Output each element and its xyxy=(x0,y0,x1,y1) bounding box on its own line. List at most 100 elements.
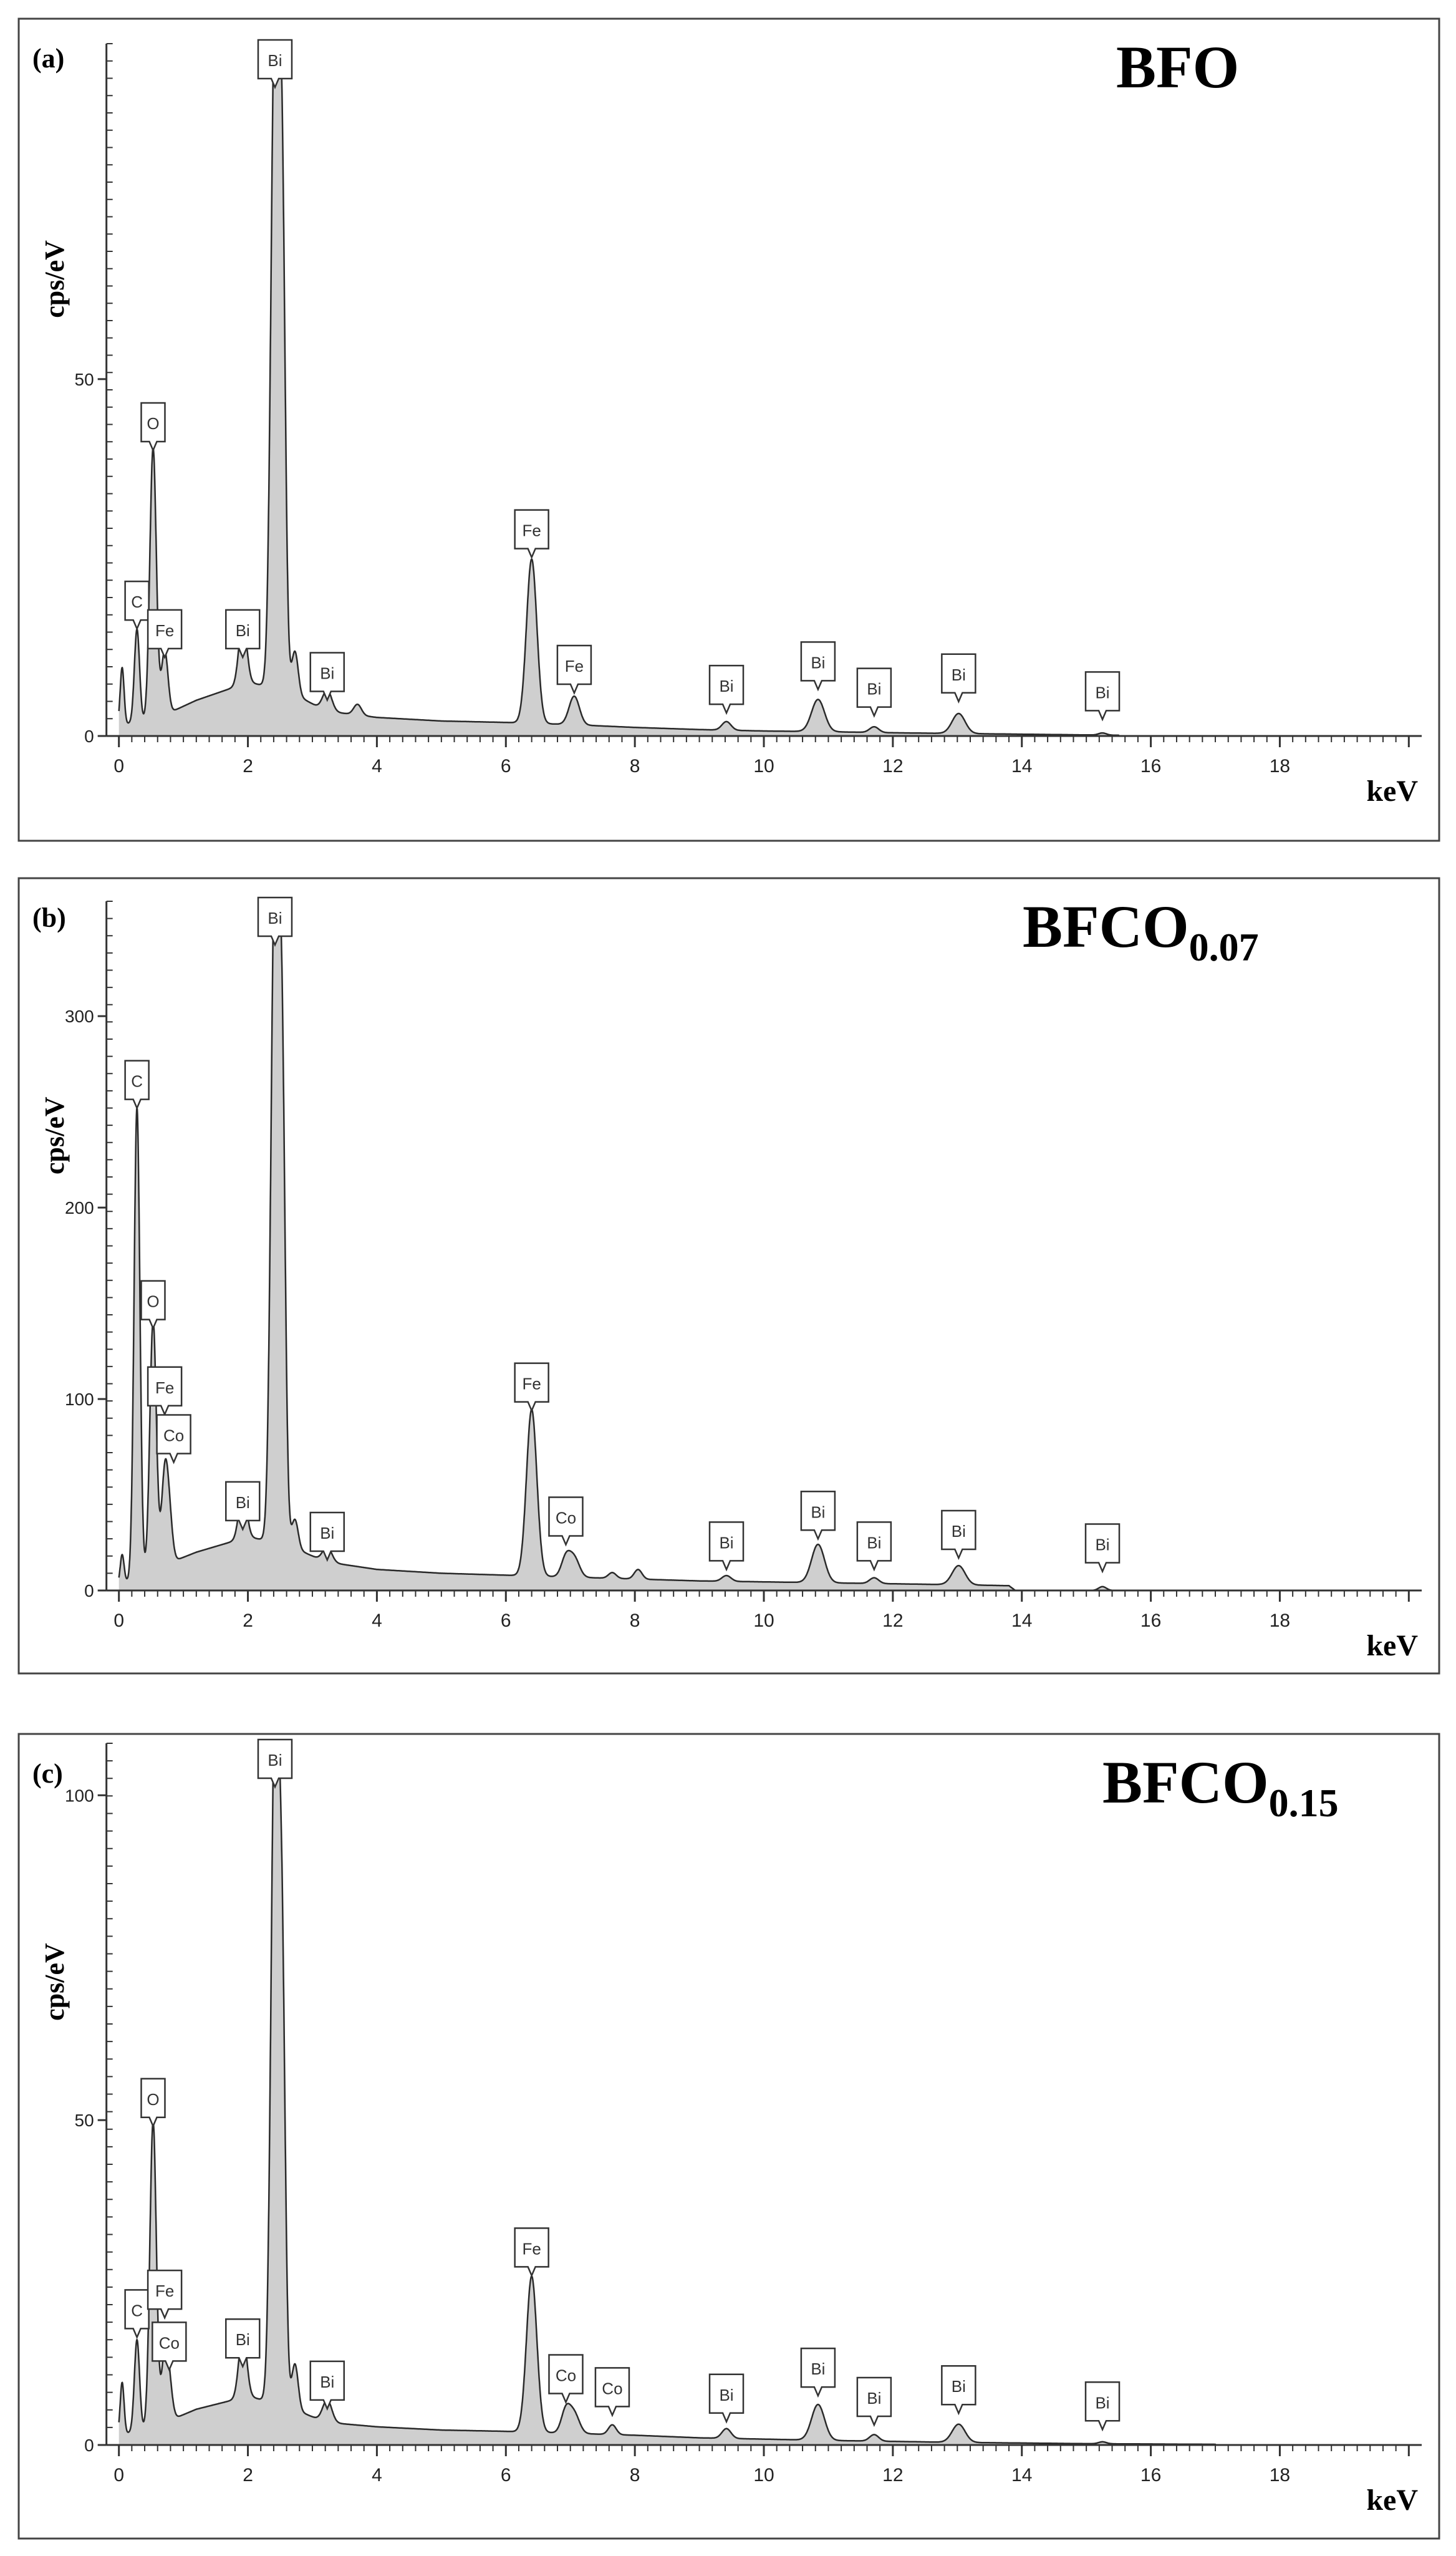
peak-label-text: Bi xyxy=(867,2389,881,2408)
peak-label-text: Fe xyxy=(522,1375,541,1393)
peak-label-box xyxy=(140,402,166,453)
spectrum-fill xyxy=(118,901,1383,1590)
peak-label: Bi xyxy=(257,1738,293,1789)
peak-label: Co xyxy=(594,2367,630,2418)
peak-label-box xyxy=(941,2365,976,2416)
peak-label: O xyxy=(140,402,166,453)
peak-label: Bi xyxy=(257,39,293,90)
peak-label: Co xyxy=(156,1414,191,1464)
peak-label: Fe xyxy=(514,1362,549,1413)
peak-label-text: Bi xyxy=(1095,1535,1109,1554)
peak-label: Bi xyxy=(225,1481,261,1532)
peak-label-box xyxy=(1084,671,1121,722)
peak-label: Bi xyxy=(225,2318,261,2369)
peak-label: Bi xyxy=(856,1521,892,1572)
x-tick-label: 18 xyxy=(1270,2465,1290,2486)
peak-label-text: Bi xyxy=(811,1503,825,1521)
peak-label: Fe xyxy=(514,2227,549,2278)
peak-label-text: Bi xyxy=(952,666,966,684)
peak-label-text: Bi xyxy=(952,2377,966,2396)
x-tick-label: 18 xyxy=(1270,756,1290,777)
peak-label-box xyxy=(856,2376,892,2428)
peak-label: Bi xyxy=(1084,1523,1121,1574)
y-axis-label: cps/eV xyxy=(39,240,70,318)
y-tick-label: 200 xyxy=(65,1198,94,1217)
peak-label-box xyxy=(147,2269,183,2320)
peak-label-text: Fe xyxy=(522,2239,541,2258)
x-tick-label: 0 xyxy=(113,1610,124,1631)
peak-label-text: Fe xyxy=(522,521,541,540)
x-tick-label: 0 xyxy=(113,756,124,777)
peak-label-box xyxy=(124,580,150,631)
peak-label-text: Bi xyxy=(320,1524,334,1542)
peak-label-text: Bi xyxy=(268,1751,282,1769)
peak-label-box xyxy=(548,1496,584,1547)
peak-label-text: C xyxy=(131,1072,143,1091)
peak-label-box xyxy=(594,2367,630,2418)
spectrum-line xyxy=(118,42,1383,737)
peak-label-box xyxy=(708,664,745,715)
peak-label-box xyxy=(548,2354,584,2404)
peak-label: Bi xyxy=(941,1509,976,1561)
peak-label-box xyxy=(1084,2381,1121,2432)
peak-label-text: Bi xyxy=(236,2330,250,2349)
peak-label: Bi xyxy=(856,667,892,718)
peak-label-text: Bi xyxy=(811,2360,825,2378)
x-tick-label: 6 xyxy=(501,2465,511,2486)
spectrum-fill xyxy=(118,1743,1383,2445)
x-tick-label: 8 xyxy=(630,1610,640,1631)
peak-label-text: Bi xyxy=(236,1493,250,1512)
peak-label: Fe xyxy=(147,1366,183,1416)
y-axis-label: cps/eV xyxy=(39,1096,70,1174)
peak-label-box xyxy=(856,667,892,718)
x-axis-label: keV xyxy=(1366,775,1418,808)
peak-label-box xyxy=(514,2227,549,2278)
peak-label-text: Fe xyxy=(565,657,584,675)
peak-label-text: Co xyxy=(602,2379,622,2398)
x-tick-label: 12 xyxy=(882,2465,903,2486)
spectrum-fill xyxy=(118,44,1383,736)
peak-label: Bi xyxy=(1084,2381,1121,2432)
spectrum-line xyxy=(118,900,1383,1592)
peak-label-text: Bi xyxy=(1095,683,1109,702)
peak-label: Bi xyxy=(800,2347,836,2398)
peak-label: O xyxy=(140,2078,166,2128)
peak-label: Bi xyxy=(309,2360,345,2411)
peak-label-box xyxy=(140,1280,166,1330)
panel-title: BFCO0.07 xyxy=(1023,893,1259,969)
y-tick-label: 50 xyxy=(75,2111,94,2130)
y-tick-label: 300 xyxy=(65,1007,94,1026)
peak-label-text: Bi xyxy=(719,677,733,695)
y-axis-label: cps/eV xyxy=(39,1943,70,2021)
peak-label-box xyxy=(152,2321,187,2372)
peak-label: Fe xyxy=(147,609,183,660)
peak-label-text: O xyxy=(147,414,159,433)
peak-label: Bi xyxy=(708,664,745,715)
peak-label: Bi xyxy=(856,2376,892,2428)
spectrum-panel-a: 0 2 4 6 8 10 12 14 16 18 0 50 C O Fe Bi Bi Bi Fe Fe Bi Bi Bi Bi… xyxy=(17,17,1440,842)
peak-label-text: Bi xyxy=(268,51,282,70)
panel-frame xyxy=(17,877,1440,1675)
peak-label-text: Co xyxy=(159,2333,180,2352)
peak-label: C xyxy=(124,580,150,631)
x-tick-label: 14 xyxy=(1011,1610,1032,1631)
peak-label-box xyxy=(514,1362,549,1413)
spectrum-panel-b: 0 2 4 6 8 10 12 14 16 18 0 100 200 300 C O Fe Co Bi Bi Bi Fe C… xyxy=(17,877,1440,1675)
peak-label: Bi xyxy=(708,2373,745,2424)
panel-title-subscript: 0.07 xyxy=(1189,925,1259,969)
panel-title-subscript: 0.15 xyxy=(1269,1781,1339,1825)
peak-label-text: Co xyxy=(556,2366,576,2385)
x-axis-label: keV xyxy=(1366,1629,1418,1662)
peak-label-box xyxy=(225,609,261,660)
peak-label: O xyxy=(140,1280,166,1330)
peak-label-text: Co xyxy=(163,1426,184,1445)
y-tick-label: 0 xyxy=(84,727,94,746)
peak-label: Bi xyxy=(225,609,261,660)
peak-label: Bi xyxy=(1084,671,1121,722)
panel-frame xyxy=(17,17,1440,842)
y-tick-label: 100 xyxy=(65,1390,94,1409)
peak-label-text: O xyxy=(147,1292,159,1311)
y-tick-label: 0 xyxy=(84,2436,94,2455)
peak-label-box xyxy=(225,2318,261,2369)
peak-label-box xyxy=(556,644,592,695)
